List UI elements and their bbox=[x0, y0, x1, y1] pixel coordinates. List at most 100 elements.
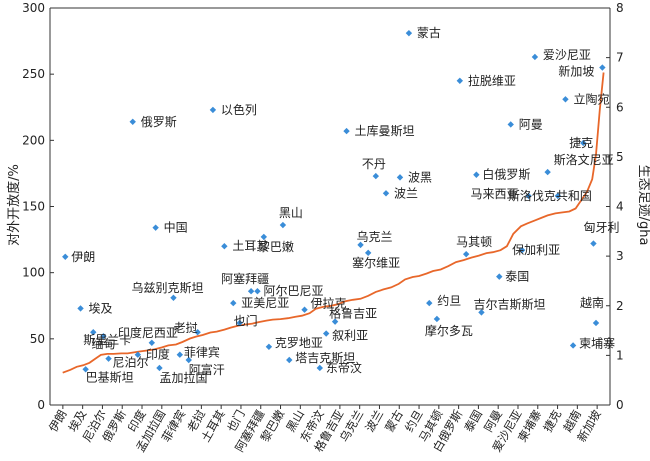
y-tick-label-right: 4 bbox=[616, 200, 624, 214]
y-tick-label-right: 2 bbox=[616, 299, 624, 313]
openness-point bbox=[382, 190, 390, 197]
point-label: 阿富汗 bbox=[189, 362, 225, 377]
point-label: 马来西亚 bbox=[471, 187, 519, 201]
openness-point bbox=[100, 332, 107, 340]
x-tick-label: 伊朗 bbox=[46, 408, 70, 435]
point-label: 俄罗斯 bbox=[141, 115, 177, 129]
point-label: 克罗地亚 bbox=[275, 336, 323, 350]
openness-point bbox=[405, 29, 413, 37]
openness-point bbox=[105, 355, 112, 362]
point-label: 埃及 bbox=[89, 301, 113, 315]
point-label: 亚美尼亚 bbox=[241, 296, 289, 310]
openness-point bbox=[507, 121, 514, 128]
openness-point bbox=[544, 168, 551, 176]
point-label: 匈牙利 bbox=[583, 221, 619, 235]
openness-point bbox=[148, 339, 156, 347]
point-label: 缅甸 bbox=[91, 337, 115, 351]
y-tick-label-left: 200 bbox=[22, 133, 45, 147]
openness-point bbox=[590, 240, 597, 247]
openness-point bbox=[525, 192, 532, 200]
openness-point bbox=[322, 330, 330, 337]
point-label: 保加利亚 bbox=[512, 243, 560, 257]
point-label: 东帝汶 bbox=[326, 360, 362, 375]
openness-point bbox=[230, 299, 237, 307]
openness-point bbox=[569, 342, 577, 349]
y-tick-label-left: 300 bbox=[22, 1, 45, 15]
point-label: 中国 bbox=[164, 220, 188, 235]
point-label: 叙利亚 bbox=[332, 329, 368, 343]
openness-point bbox=[279, 221, 287, 229]
point-label: 塞尔维亚 bbox=[352, 255, 400, 270]
point-label: 斯里兰卡 bbox=[83, 333, 131, 347]
point-label: 土耳其 bbox=[232, 239, 268, 253]
point-label: 印度 bbox=[146, 347, 170, 362]
point-label: 斯洛伐克共和国 bbox=[508, 188, 592, 203]
point-label: 也门 bbox=[234, 313, 258, 328]
point-label: 拉脱维亚 bbox=[468, 73, 516, 88]
point-label: 黎巴嫩 bbox=[258, 240, 294, 254]
openness-point bbox=[364, 249, 372, 257]
x-tick-label: 泰国 bbox=[461, 408, 485, 435]
openness-point bbox=[357, 241, 364, 249]
point-label: 格鲁吉亚 bbox=[329, 306, 377, 321]
y-tick-label-right: 0 bbox=[616, 398, 624, 412]
axes-layer: 0 50 100 150 200 250 300 0 1 2 3 4 5 6 7 8 bbox=[22, 1, 624, 412]
x-tick-label: 波兰 bbox=[362, 408, 386, 435]
y-tick-label-left: 50 bbox=[30, 332, 45, 346]
point-label: 新加坡 bbox=[558, 64, 594, 79]
openness-point bbox=[236, 319, 243, 327]
point-label: 以色列 bbox=[221, 103, 257, 117]
y-tick-label-right: 1 bbox=[616, 348, 624, 362]
point-label: 立陶宛 bbox=[573, 91, 609, 106]
point-label: 波兰 bbox=[394, 186, 418, 200]
openness-point bbox=[592, 319, 600, 327]
openness-point bbox=[194, 329, 201, 336]
y-tick-label-left: 250 bbox=[22, 67, 45, 81]
footprint-line bbox=[62, 72, 605, 374]
point-label: 菲律宾 bbox=[184, 345, 220, 360]
openness-point bbox=[77, 305, 84, 312]
y-tick-label-right: 7 bbox=[616, 51, 624, 65]
openness-point bbox=[562, 96, 569, 103]
openness-point bbox=[221, 243, 228, 250]
point-label: 吉尔吉斯斯坦 bbox=[473, 296, 545, 311]
footprint-line-layer bbox=[62, 72, 605, 374]
y-tick-label-left: 0 bbox=[37, 398, 45, 412]
openness-point bbox=[372, 172, 380, 180]
point-label: 阿曼 bbox=[519, 117, 543, 131]
point-label: 阿尔巴尼亚 bbox=[263, 283, 323, 298]
openness-point bbox=[260, 233, 268, 241]
openness-point bbox=[152, 224, 159, 231]
point-label: 土库曼斯坦 bbox=[355, 123, 415, 138]
point-label: 塔吉克斯坦 bbox=[295, 351, 355, 365]
openness-point bbox=[518, 246, 526, 254]
point-label: 捷克 bbox=[569, 136, 593, 150]
openness-point bbox=[462, 250, 470, 258]
point-label: 乌克兰 bbox=[357, 229, 393, 244]
openness-point bbox=[82, 366, 89, 373]
openness-point bbox=[331, 318, 339, 325]
openness-point bbox=[176, 351, 184, 358]
point-label: 伊拉克 bbox=[311, 296, 347, 311]
openness-points-layer bbox=[62, 29, 606, 373]
point-label: 约旦 bbox=[437, 293, 461, 308]
openness-point bbox=[90, 329, 97, 336]
point-label: 爱沙尼亚 bbox=[543, 48, 591, 62]
openness-point bbox=[247, 287, 255, 295]
point-label: 斯洛文尼亚 bbox=[554, 152, 614, 167]
point-label: 印度尼西亚 bbox=[118, 325, 178, 340]
openness-point bbox=[433, 315, 441, 323]
openness-point bbox=[134, 351, 142, 358]
openness-point bbox=[426, 299, 433, 307]
openness-point bbox=[156, 364, 163, 372]
y-tick-label-right: 6 bbox=[616, 100, 624, 114]
openness-point bbox=[301, 306, 308, 313]
y-tick-label-left: 150 bbox=[22, 200, 45, 214]
openness-point bbox=[580, 139, 587, 147]
point-label: 柬埔寨 bbox=[579, 335, 615, 350]
point-label: 白俄罗斯 bbox=[482, 167, 530, 182]
openness-point bbox=[170, 294, 177, 302]
point-label: 黑山 bbox=[279, 206, 303, 220]
